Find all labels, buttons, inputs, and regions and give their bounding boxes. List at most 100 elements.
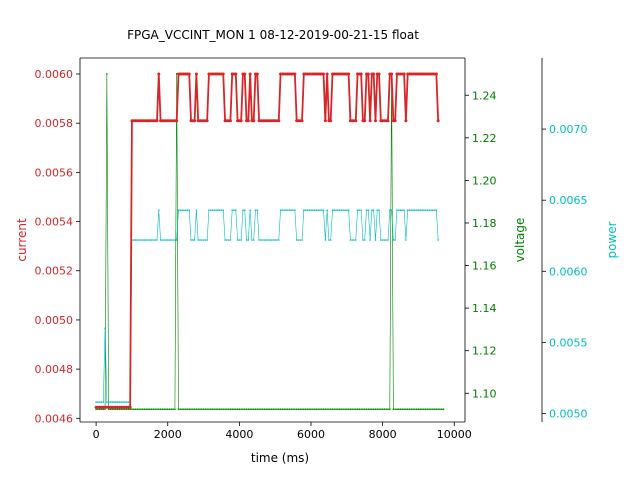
data-point-voltage [396,408,398,411]
data-point-current [157,72,161,76]
y-tick-label-voltage: 1.12 [472,345,497,358]
data-point-voltage [174,408,176,411]
data-point-voltage [408,408,411,411]
data-point-power [414,209,416,211]
data-point-voltage [254,408,257,411]
y-tick-label-power: 0.0065 [549,194,588,207]
data-point-voltage [129,408,131,411]
data-point-voltage [131,408,133,411]
data-point-voltage [202,408,205,411]
data-point-voltage [421,408,423,411]
data-point-current [325,72,329,76]
data-point-power [208,209,210,211]
data-point-voltage [192,408,194,411]
data-point-power [378,209,380,211]
data-point-power [97,401,99,403]
data-point-power [145,239,148,241]
data-point-power [292,209,294,211]
data-point-current [205,119,209,123]
data-point-voltage [326,408,328,411]
data-point-power [288,209,291,211]
data-point-voltage [362,408,364,411]
data-point-power [277,239,280,241]
data-point-power [376,209,379,211]
data-point-voltage [149,408,151,411]
data-point-voltage [285,408,287,411]
series-layer [94,72,445,411]
data-point-current [377,72,381,76]
data-point-power [374,239,377,241]
data-point-voltage [140,408,142,411]
data-point-voltage [107,408,110,411]
data-point-current [386,119,390,123]
data-point-power [252,239,255,241]
data-point-power [249,209,251,211]
data-point-voltage [369,408,371,411]
data-point-power [362,239,364,241]
data-point-current [187,72,191,76]
data-point-voltage [218,408,221,411]
data-point-voltage [120,408,122,411]
series-voltage [95,73,445,411]
data-point-voltage [306,408,309,411]
data-point-voltage [405,408,407,411]
data-point-power [258,239,260,241]
data-point-voltage [245,408,248,411]
data-point-power [303,209,305,211]
data-point-power [392,239,395,241]
data-point-power [281,209,284,211]
data-point-power [424,209,427,211]
data-point-current [359,72,363,76]
data-point-power [260,239,262,241]
data-point-voltage [111,408,114,411]
data-point-voltage [417,408,420,411]
data-point-power [294,209,296,211]
data-point-voltage [106,73,108,75]
data-point-power [149,239,151,241]
data-point-voltage [428,408,430,411]
data-point-voltage [329,408,332,411]
data-point-voltage [269,408,271,411]
data-point-voltage [166,408,169,411]
data-point-power [156,239,158,241]
data-point-voltage [222,408,225,411]
data-point-power [274,239,276,241]
data-point-voltage [152,408,155,411]
data-point-power [188,209,191,211]
data-point-voltage [263,408,266,411]
data-point-voltage [431,408,434,411]
data-point-voltage [299,408,302,411]
axes-layer: 0 2000 4000 6000 8000 10000 0.0046 0.0048 0.0050… [35,57,588,441]
data-point-power [406,209,409,211]
data-point-current [239,119,243,123]
data-point-voltage [394,408,396,411]
data-point-power [215,209,217,211]
series-line-current [96,73,440,409]
data-point-power [115,401,117,403]
data-point-voltage [356,408,359,411]
data-point-voltage [98,408,101,411]
data-point-power [265,239,268,241]
data-point-voltage [371,408,373,411]
data-point-power [286,209,289,211]
data-point-current [228,119,232,123]
y-tick-label-current: 0.0046 [35,412,74,425]
data-point-power [163,239,165,241]
y-tick-label-current: 0.0050 [35,314,74,327]
data-point-power [311,209,314,211]
data-point-power [263,239,266,241]
data-point-voltage [392,408,395,411]
data-point-voltage [224,408,226,411]
data-point-power [102,401,105,403]
data-point-voltage [344,408,346,411]
data-point-power [313,209,316,211]
data-point-power [211,209,214,211]
data-point-voltage [100,408,103,411]
data-point-voltage [340,408,343,411]
data-point-voltage [157,408,160,411]
data-point-voltage [138,408,140,411]
data-point-power [372,209,375,211]
data-point-power [240,239,242,241]
data-point-power [272,239,275,241]
data-point-current [234,72,238,76]
